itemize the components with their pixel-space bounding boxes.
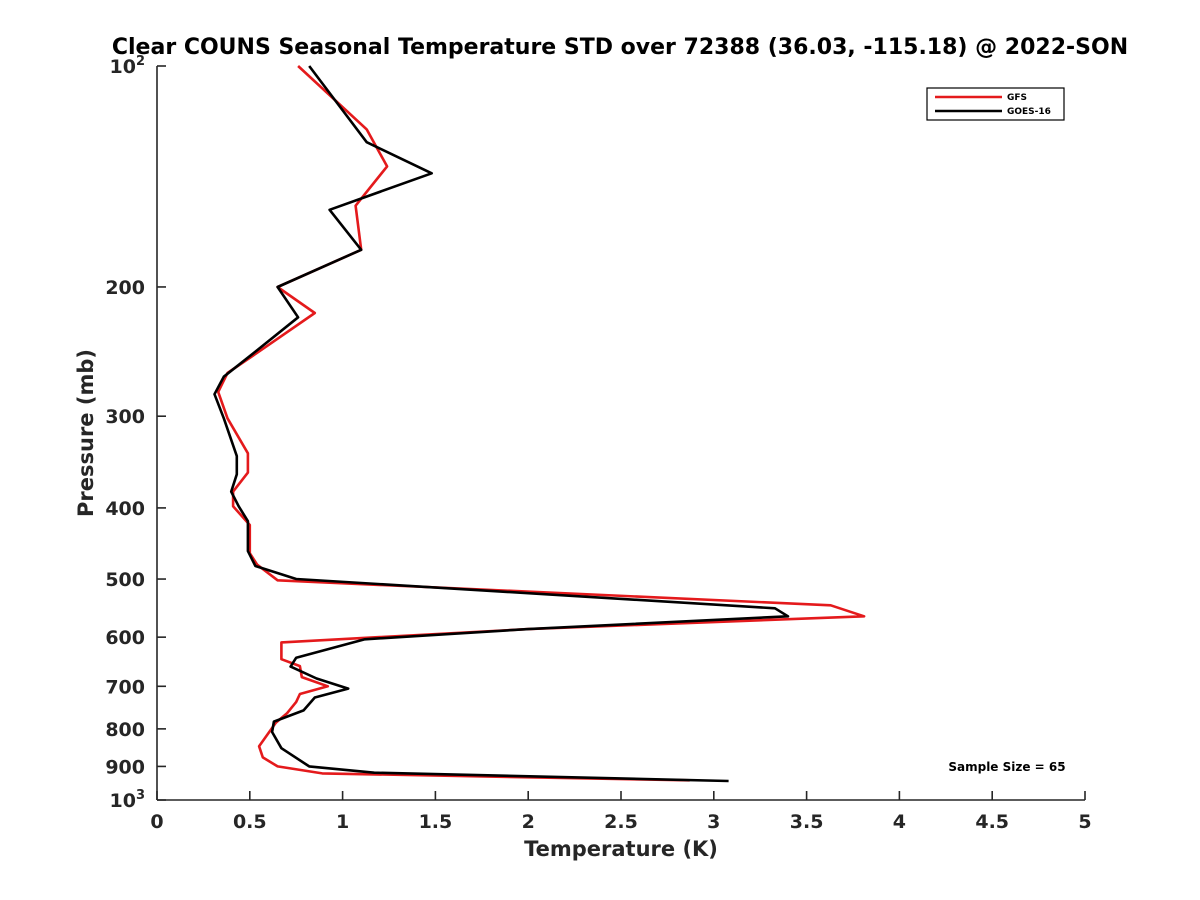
x-tick-label: 0.5 [233,811,267,833]
y-tick-label: 200 [105,277,145,299]
y-tick-label: 600 [105,627,145,649]
x-tick-label: 3 [707,811,720,833]
x-tick-label: 4.5 [975,811,1009,833]
y-tick-label: 900 [105,756,145,778]
y-axis-label: Pressure (mb) [74,349,98,517]
x-tick-label: 1.5 [419,811,453,833]
x-tick-label: 3.5 [790,811,824,833]
x-tick-label: 5 [1078,811,1091,833]
x-tick-label: 2.5 [604,811,638,833]
y-axis: 102 200 300 400 500 600 700 800 900 103 [105,54,166,812]
series-line-gfs [216,65,866,782]
x-axis-label: Temperature (K) [524,837,718,861]
plot-area [213,65,866,783]
y-tick-label: 400 [105,498,145,520]
y-tick-label: 103 [110,788,146,812]
legend: GFS GOES-16 [926,87,1065,121]
series-line-goes-16 [213,65,790,783]
chart-title: Clear COUNS Seasonal Temperature STD ove… [112,35,1128,60]
y-tick-label: 102 [110,54,146,78]
legend-entry: GOES-16 [1007,107,1051,117]
y-tick-label: 700 [105,676,145,698]
x-tick-label: 4 [893,811,906,833]
x-tick-label: 1 [336,811,349,833]
legend-box [926,87,1065,121]
y-tick-label: 300 [105,406,145,428]
y-tick-label: 500 [105,569,145,591]
legend-entry: GFS [1007,93,1027,103]
x-tick-label: 0 [150,811,163,833]
sample-size-annotation: Sample Size = 65 [948,760,1065,774]
y-tick-label: 800 [105,719,145,741]
x-axis: 0 0.5 1 1.5 2 2.5 3 3.5 4 4.5 5 [150,791,1092,833]
x-tick-label: 2 [522,811,535,833]
